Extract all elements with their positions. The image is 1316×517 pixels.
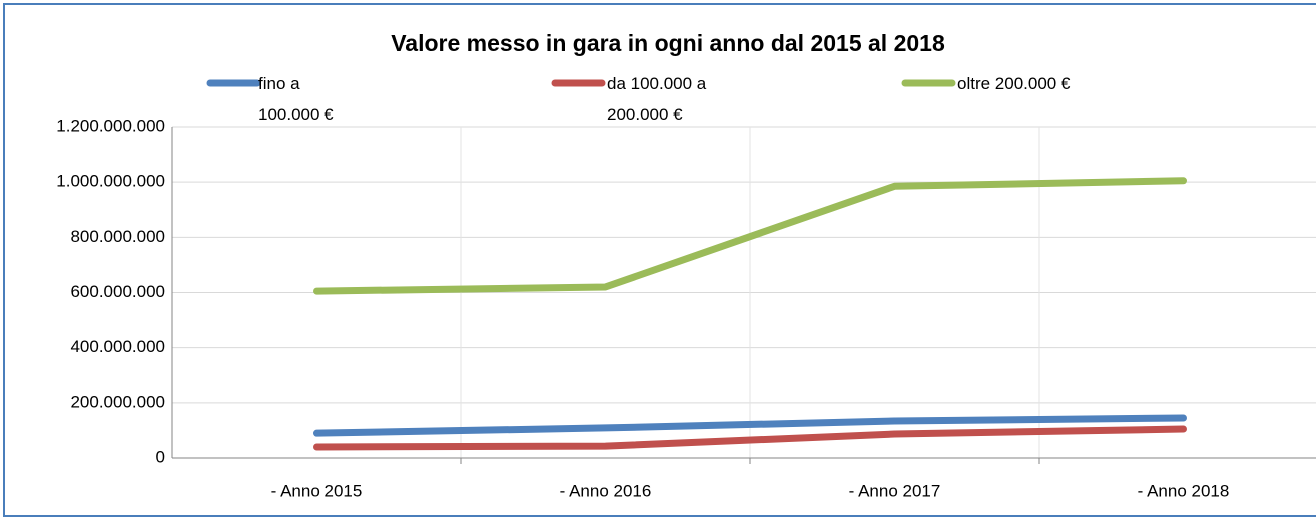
y-tick-label: 1.200.000.000: [56, 116, 165, 135]
x-tick-label: - Anno 2016: [560, 481, 652, 500]
x-tick-label: - Anno 2015: [271, 481, 363, 500]
x-tick-label: - Anno 2017: [849, 481, 941, 500]
y-tick-label: 400.000.000: [70, 337, 165, 356]
series-line: [313, 425, 1187, 451]
y-tick-label: 800.000.000: [70, 227, 165, 246]
legend-label: fino a 100.000 €: [258, 74, 334, 124]
y-tick-label: 0: [156, 447, 165, 466]
y-tick-label: 1.000.000.000: [56, 172, 165, 191]
series-line: [313, 177, 1187, 295]
y-tick-label: 600.000.000: [70, 282, 165, 301]
legend-label: da 100.000 a 200.000 €: [607, 74, 707, 124]
series-line: [313, 414, 1187, 437]
chart-title: Valore messo in gara in ogni anno dal 20…: [391, 30, 945, 56]
legend-label: oltre 200.000 €: [957, 74, 1071, 93]
x-tick-label: - Anno 2018: [1138, 481, 1230, 500]
y-tick-label: 200.000.000: [70, 392, 165, 411]
